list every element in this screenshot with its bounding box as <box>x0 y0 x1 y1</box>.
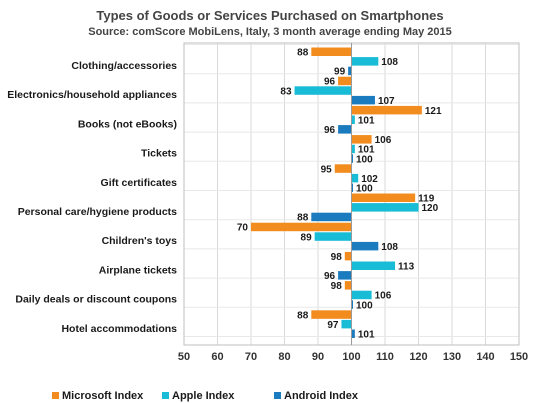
data-label: 100 <box>356 300 373 311</box>
bar <box>351 329 355 338</box>
data-label: 108 <box>381 57 398 68</box>
bar <box>338 271 352 280</box>
legend-swatch <box>52 392 59 399</box>
bar <box>351 115 355 124</box>
data-label: 89 <box>301 232 313 243</box>
category-label: Tickets <box>141 148 177 160</box>
data-label: 106 <box>375 135 392 146</box>
bar <box>338 76 352 86</box>
x-tick-label: 140 <box>476 351 494 363</box>
legend-swatch <box>162 392 169 399</box>
data-label: 102 <box>361 174 378 185</box>
bar <box>351 290 372 300</box>
data-label: 113 <box>398 262 415 273</box>
bar <box>311 47 352 56</box>
category-label: Clothing/accessories <box>71 60 177 72</box>
data-label: 96 <box>324 271 336 282</box>
data-label: 107 <box>378 96 395 107</box>
x-tick-label: 80 <box>278 351 290 363</box>
bar <box>351 105 422 115</box>
data-label: 121 <box>425 106 442 117</box>
x-tick-label: 60 <box>211 351 223 363</box>
x-tick-label: 50 <box>178 351 190 363</box>
bar <box>334 164 352 173</box>
x-tick-label: 100 <box>342 351 360 363</box>
bar <box>344 251 352 261</box>
bar <box>338 125 352 134</box>
data-label: 95 <box>321 164 333 175</box>
plot-area: 50 60 70 80 90 100 110 120 130 140 150 Clothing/acc… <box>7 42 528 402</box>
bar <box>311 310 352 319</box>
data-label: 108 <box>381 242 398 253</box>
category-label: Daily deals or discount coupons <box>15 294 177 306</box>
data-label: 96 <box>324 125 336 136</box>
category-label: Children's toys <box>102 235 178 247</box>
bar <box>341 319 352 329</box>
data-label: 100 <box>356 184 373 195</box>
data-label: 101 <box>358 330 375 341</box>
bar <box>351 183 353 192</box>
data-label: 83 <box>280 86 292 97</box>
data-label: 119 <box>418 194 435 205</box>
bar <box>314 232 352 241</box>
data-label: 88 <box>297 310 309 321</box>
bar <box>351 203 419 212</box>
x-tick-label: 120 <box>409 351 427 363</box>
x-tick-label: 110 <box>376 351 394 363</box>
legend-label: Apple Index <box>172 390 235 402</box>
chart-subtitle: Source: comScore MobiLens, Italy, 3 mont… <box>88 26 452 38</box>
data-label: 97 <box>327 320 339 331</box>
data-label: 70 <box>237 223 249 234</box>
bar <box>351 300 353 309</box>
category-label: Electronics/household appliances <box>7 89 177 101</box>
bar <box>351 144 355 154</box>
category-label: Airplane tickets <box>99 264 177 276</box>
bar <box>351 241 379 251</box>
data-label: 88 <box>297 213 309 224</box>
bar <box>294 86 352 95</box>
category-label: Gift certificates <box>101 177 178 189</box>
bar <box>251 222 352 232</box>
category-label: Books (not eBooks) <box>78 118 177 130</box>
data-label: 106 <box>375 291 392 302</box>
data-label: 99 <box>334 67 346 78</box>
data-label: 101 <box>358 116 375 127</box>
legend-swatch <box>274 392 281 399</box>
data-label: 96 <box>324 77 336 88</box>
legend-label: Android Index <box>284 390 359 402</box>
bar <box>351 193 416 202</box>
bar <box>351 173 359 183</box>
bar <box>348 66 352 76</box>
category-label: Hotel accommodations <box>61 323 177 335</box>
data-label: 100 <box>356 154 373 165</box>
bar <box>351 95 375 105</box>
bar <box>351 135 372 144</box>
legend-label: Microsoft Index <box>62 390 144 402</box>
bar <box>351 57 379 66</box>
category-label: Personal care/hygiene products <box>18 206 177 218</box>
data-label: 98 <box>331 252 343 263</box>
x-tick-label: 90 <box>312 351 324 363</box>
data-label: 120 <box>422 203 439 214</box>
bar <box>351 154 353 163</box>
chart-title: Types of Goods or Services Purchased on … <box>96 8 443 23</box>
data-label: 98 <box>331 281 343 292</box>
x-tick-label: 70 <box>245 351 257 363</box>
bar <box>344 281 352 290</box>
data-label: 101 <box>358 145 375 156</box>
x-tick-label: 150 <box>510 351 528 363</box>
bar <box>351 261 396 270</box>
x-tick-label: 130 <box>443 351 461 363</box>
data-label: 88 <box>297 48 309 59</box>
bar <box>311 212 352 222</box>
